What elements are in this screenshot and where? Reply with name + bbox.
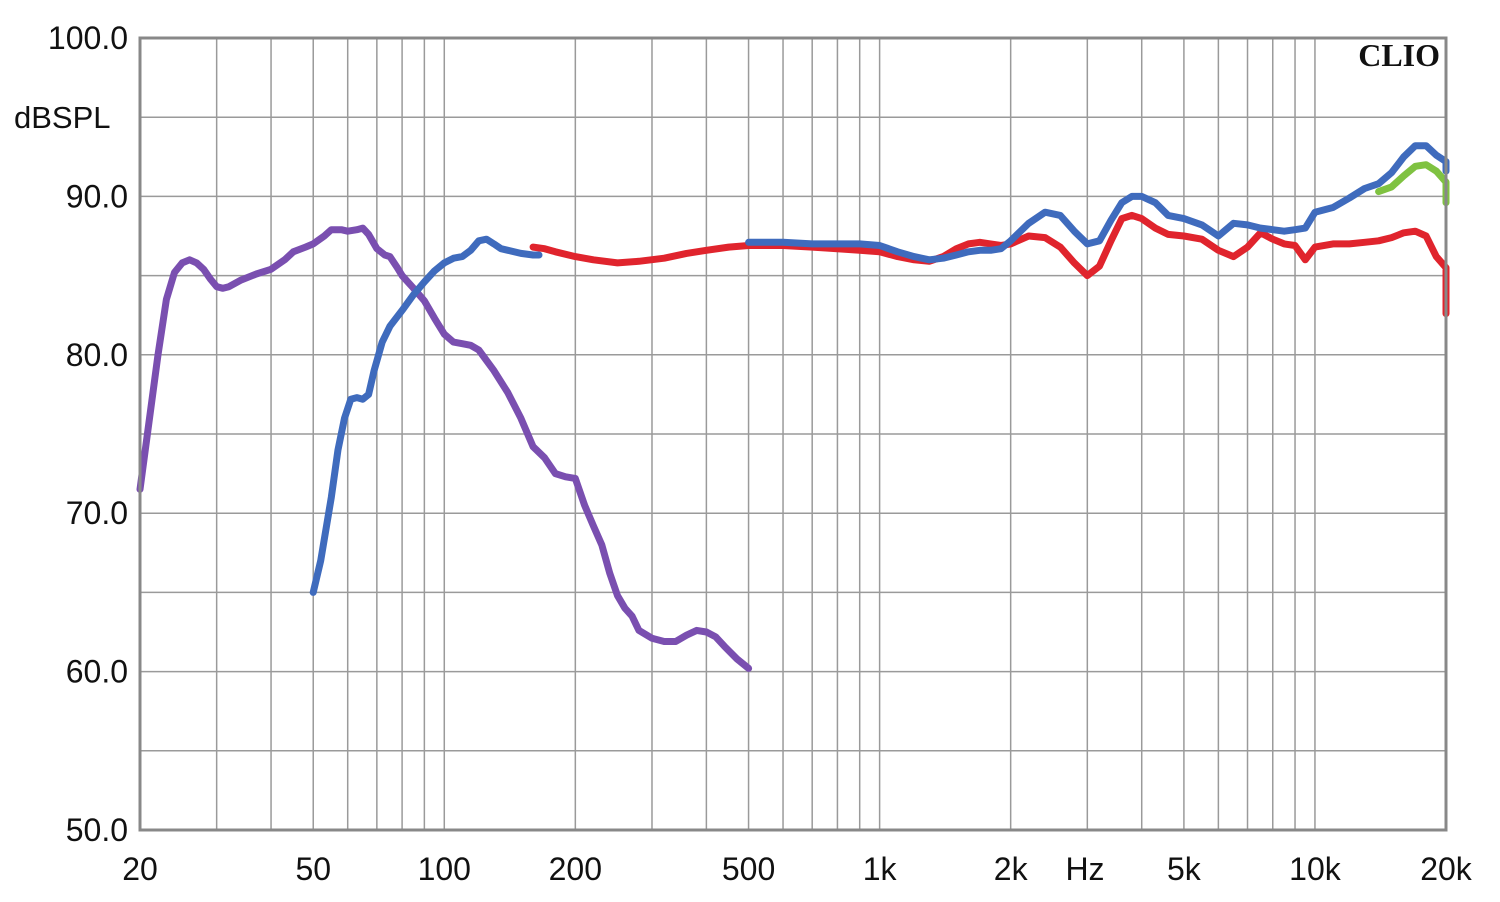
x-tick-label: 500	[722, 851, 775, 887]
y-tick-label: 80.0	[66, 337, 128, 373]
y-axis-label: dBSPL	[14, 100, 111, 135]
x-tick-label: 100	[418, 851, 471, 887]
x-tick-label: 10k	[1289, 851, 1342, 887]
series-line	[136, 224, 753, 672]
series-line	[529, 211, 1450, 318]
x-tick-label: 20k	[1420, 851, 1473, 887]
y-tick-label: 50.0	[66, 812, 128, 848]
grid	[140, 38, 1446, 830]
series-line	[745, 142, 1450, 264]
y-tick-label: 70.0	[66, 495, 128, 531]
x-tick-label: 5k	[1167, 851, 1202, 887]
y-tick-label: 90.0	[66, 178, 128, 214]
y-tick-label: 60.0	[66, 654, 128, 690]
x-tick-label: 50	[295, 851, 331, 887]
clio-brand-label: CLIO	[1358, 37, 1440, 73]
y-tick-labels: 100.0 90.0 80.0 70.0 60.0 50.0	[48, 20, 128, 848]
x-tick-label: 2k	[994, 851, 1029, 887]
x-tick-label: 20	[122, 851, 158, 887]
x-tick-label: 200	[549, 851, 602, 887]
series-layer	[136, 142, 1450, 672]
y-tick-label: 100.0	[48, 20, 128, 56]
x-tick-label: 1k	[863, 851, 898, 887]
x-axis-label: Hz	[1065, 851, 1104, 887]
x-tick-labels: 20 50 100 200 500 1k 2k 5k 10k 20k	[122, 851, 1473, 887]
series-line	[309, 235, 543, 596]
series-line	[1375, 161, 1450, 207]
plot-frame	[138, 36, 1448, 832]
